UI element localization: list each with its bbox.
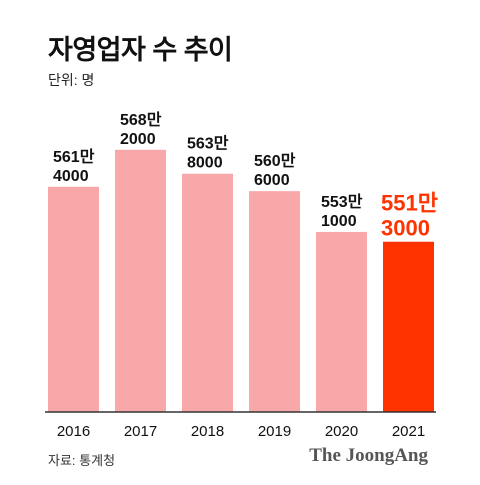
bar-2018 xyxy=(182,173,233,412)
data-label-2018-2: 8000 xyxy=(187,155,223,172)
x-tick-2017: 2017 xyxy=(124,423,157,440)
source-note: 자료: 통계청 xyxy=(48,453,116,468)
bar-2021 xyxy=(383,241,434,412)
chart-title: 자영업자 수 추이 xyxy=(48,35,233,65)
x-tick-2020: 2020 xyxy=(325,423,358,440)
data-label-2016-1: 561만 xyxy=(53,148,95,166)
data-label-2020-2: 1000 xyxy=(321,213,357,230)
x-tick-2018: 2018 xyxy=(191,423,224,440)
publisher-logo: The JoongAng xyxy=(309,445,428,466)
x-tick-2021: 2021 xyxy=(392,423,425,440)
data-label-2020-1: 553만 xyxy=(321,193,363,211)
data-label-2021-1: 551만 xyxy=(381,191,438,216)
x-tick-2019: 2019 xyxy=(258,423,291,440)
data-label-2021-2: 3000 xyxy=(381,216,430,241)
data-label-2016-2: 4000 xyxy=(53,168,89,185)
data-label-2017-2: 2000 xyxy=(120,131,156,148)
x-tick-2016: 2016 xyxy=(57,423,90,440)
bar-2020 xyxy=(316,231,367,412)
bar-2017 xyxy=(115,149,166,413)
data-label-2019-1: 560만 xyxy=(254,152,296,170)
data-label-2018-1: 563만 xyxy=(187,135,229,153)
bar-2016 xyxy=(48,186,99,412)
bar-2019 xyxy=(249,191,300,412)
data-label-2017-1: 568만 xyxy=(120,111,162,129)
unit-label: 단위: 명 xyxy=(48,72,95,88)
data-label-2019-2: 6000 xyxy=(254,172,290,189)
